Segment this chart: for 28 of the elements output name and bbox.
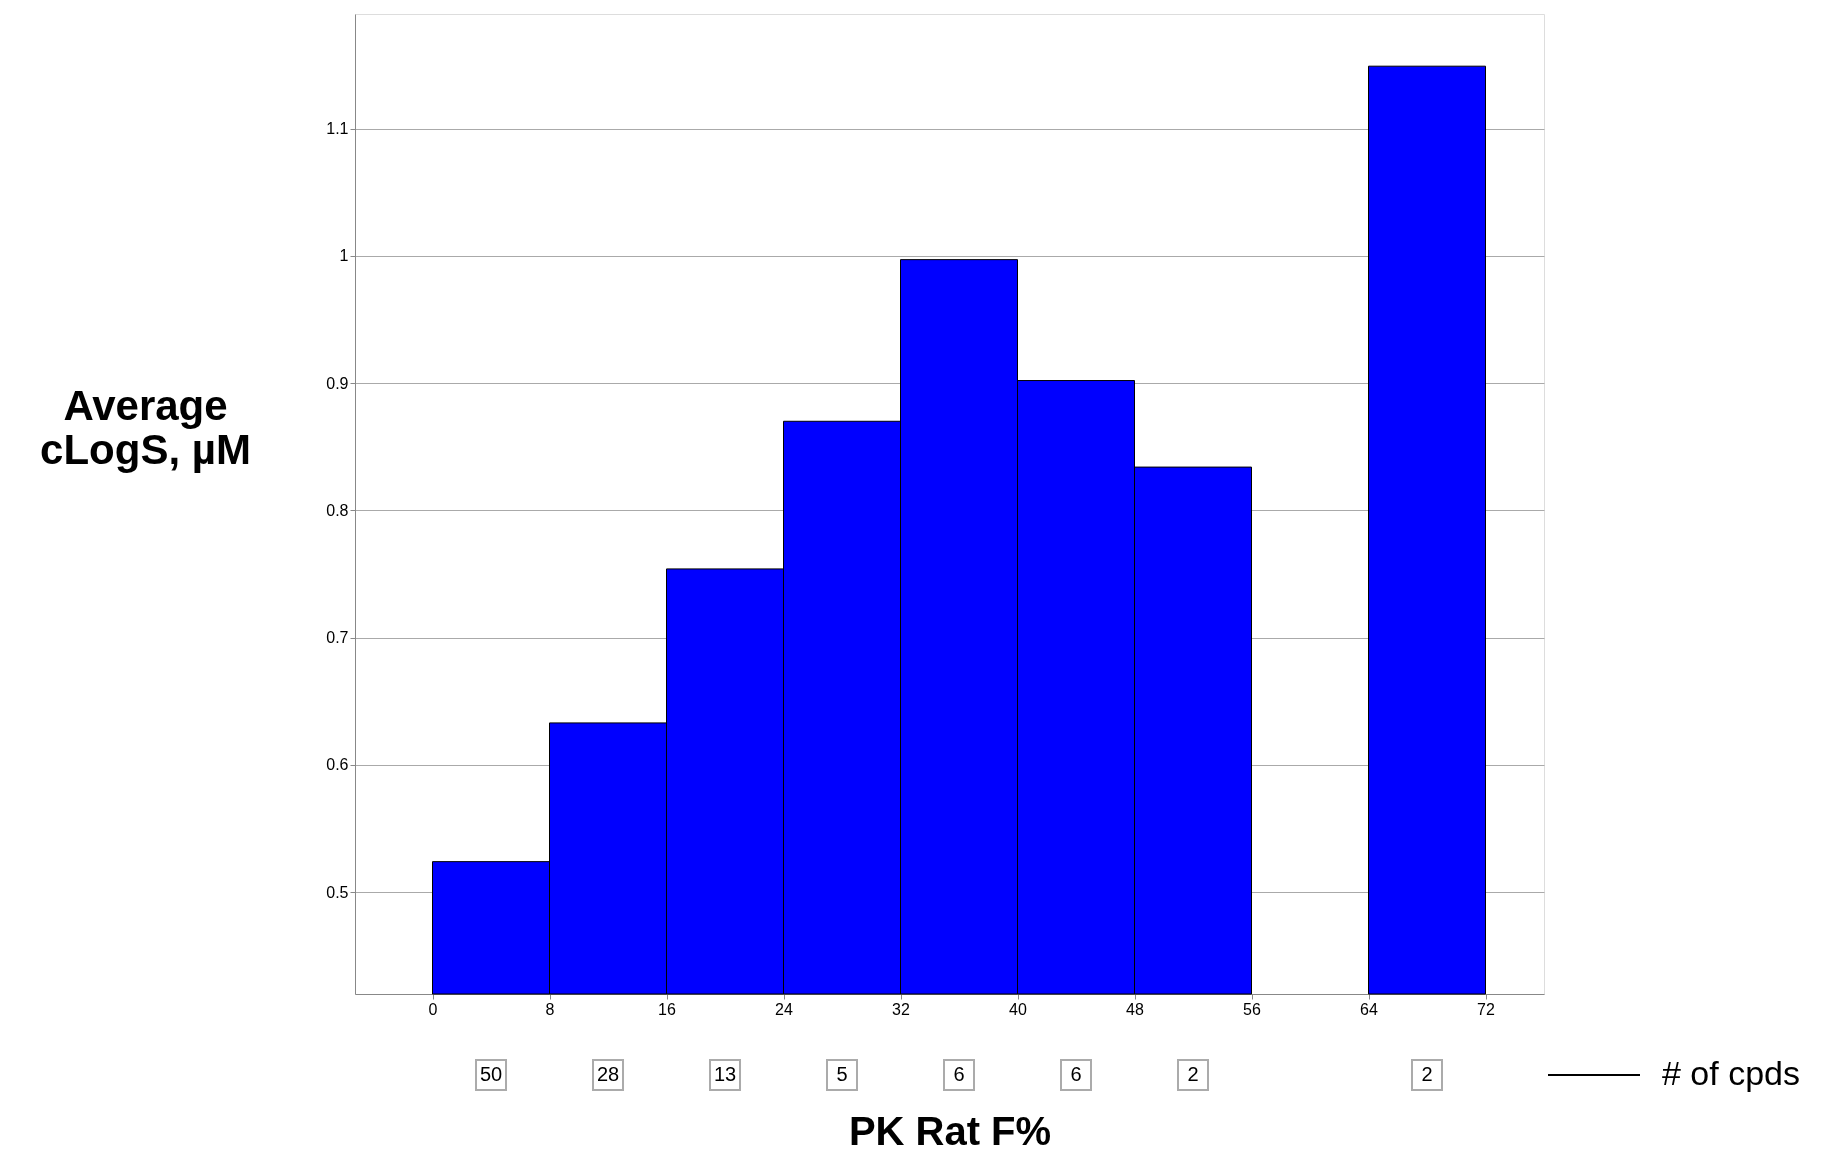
- text: 6: [953, 1063, 965, 1085]
- y-tick-label: 1: [339, 247, 349, 265]
- y-tick-label: 0.6: [326, 756, 349, 774]
- y-tick-label: 1.1: [326, 120, 349, 138]
- y-tick-label: 0.5: [326, 883, 349, 901]
- text: # of cpds: [1662, 1054, 1800, 1092]
- x-tick-label: 16: [658, 1000, 677, 1018]
- text: 13: [713, 1063, 737, 1085]
- x-tick-label: 48: [1126, 1000, 1144, 1018]
- y-tick-label: 0.8: [326, 501, 349, 519]
- x-tick-label: 32: [892, 1000, 911, 1018]
- text: 5: [836, 1063, 848, 1085]
- y-tick-label: 0.7: [326, 629, 349, 647]
- x-tick-label: 64: [1360, 1000, 1378, 1018]
- x-tick-label: 24: [775, 1000, 794, 1018]
- x-tick-label: 72: [1477, 1000, 1495, 1018]
- x-axis-title: PK Rat F%: [848, 1108, 1052, 1153]
- text: 2: [1421, 1063, 1433, 1085]
- y-axis-title: Average cLogS, µM: [40, 381, 251, 473]
- x-tick-label: 56: [1243, 1000, 1261, 1018]
- x-tick-label: 8: [545, 1000, 555, 1018]
- x-tick-label: 40: [1009, 1000, 1028, 1018]
- x-tick-label: 0: [428, 1000, 438, 1018]
- text: 50: [479, 1063, 503, 1085]
- y-tick-label: 0.9: [326, 374, 349, 392]
- text: 28: [596, 1063, 620, 1085]
- text: 2: [1187, 1063, 1199, 1085]
- text: 6: [1070, 1063, 1082, 1085]
